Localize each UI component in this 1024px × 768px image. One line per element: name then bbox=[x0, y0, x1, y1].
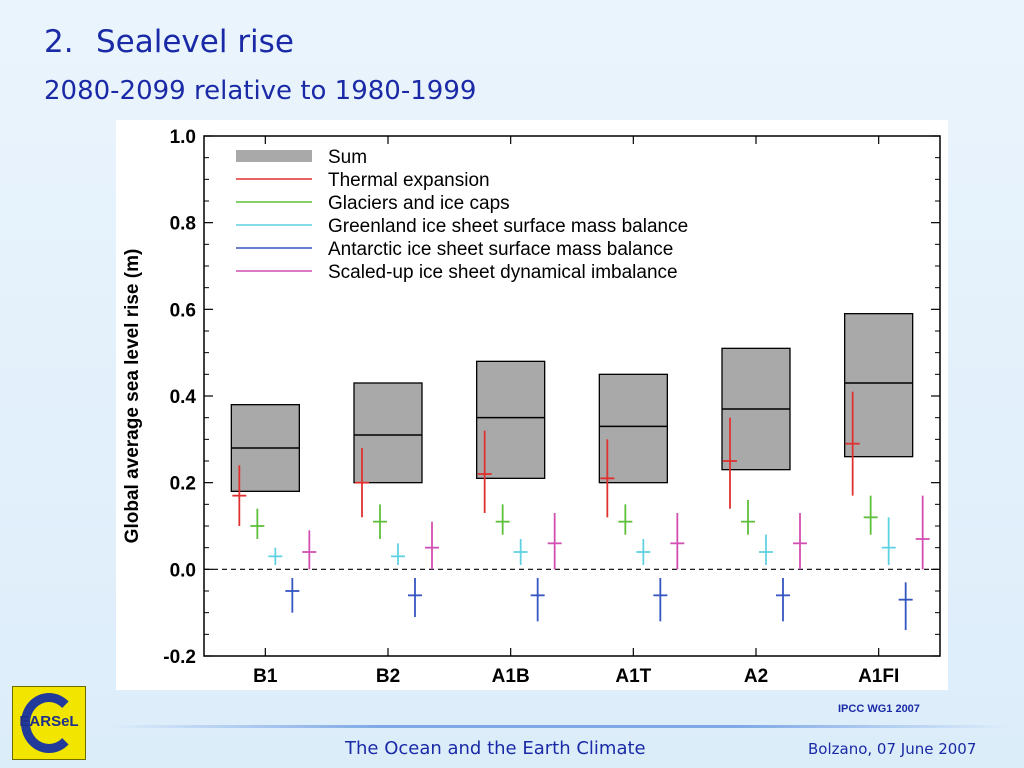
y-axis-label: Global average sea level rise (m) bbox=[122, 249, 143, 544]
x-tick-label: A1B bbox=[492, 666, 530, 687]
footer-title: The Ocean and the Earth Climate bbox=[345, 738, 646, 759]
sum-box bbox=[353, 382, 423, 484]
y-tick-label: 0.6 bbox=[170, 300, 196, 321]
sum-box bbox=[476, 360, 546, 479]
legend-swatch-sum bbox=[236, 150, 312, 162]
y-tick-label: 0.0 bbox=[170, 560, 196, 581]
legend-label: Antarctic ice sheet surface mass balance bbox=[328, 239, 673, 260]
plot-frame bbox=[203, 135, 941, 657]
source-credit: IPCC WG1 2007 bbox=[838, 703, 920, 715]
earsel-logo: EARSeL bbox=[12, 686, 86, 760]
sum-box bbox=[844, 313, 914, 458]
slide-number: 2. bbox=[44, 24, 74, 60]
logo-ring-icon bbox=[21, 693, 77, 753]
y-tick-label: 0.8 bbox=[170, 214, 196, 235]
chart-canvas: 1.0 0.8 0.6 0.4 0.2 0.0 -0.2 Global average sea… bbox=[122, 127, 941, 687]
y-tick-label: -0.2 bbox=[163, 647, 196, 668]
x-tick-label: B2 bbox=[376, 666, 400, 687]
y-tick-label: 1.0 bbox=[170, 127, 196, 148]
slide-subtitle: 2080-2099 relative to 1980-1999 bbox=[44, 76, 477, 106]
footer-divider bbox=[110, 725, 1010, 728]
sum-box bbox=[598, 373, 668, 484]
x-tick-label: B1 bbox=[253, 666, 278, 687]
footer-date: Bolzano, 07 June 2007 bbox=[808, 740, 977, 758]
y-tick-label: 0.4 bbox=[170, 387, 197, 408]
legend-label: Thermal expansion bbox=[328, 170, 490, 191]
sea-level-chart: 1.0 0.8 0.6 0.4 0.2 0.0 -0.2 Global average sea… bbox=[116, 120, 948, 690]
legend-label: Sum bbox=[328, 147, 367, 168]
x-tick-label: A2 bbox=[744, 666, 768, 687]
x-tick-label: A1FI bbox=[858, 666, 899, 687]
legend-label: Glaciers and ice caps bbox=[328, 193, 510, 214]
y-tick-label: 0.2 bbox=[170, 474, 196, 495]
x-tick-label: A1T bbox=[615, 666, 651, 687]
legend-label: Greenland ice sheet surface mass balance bbox=[328, 216, 688, 237]
legend-label: Scaled-up ice sheet dynamical imbalance bbox=[328, 262, 678, 283]
slide-title: Sealevel rise bbox=[96, 24, 294, 60]
logo-text: EARSeL bbox=[19, 713, 79, 730]
